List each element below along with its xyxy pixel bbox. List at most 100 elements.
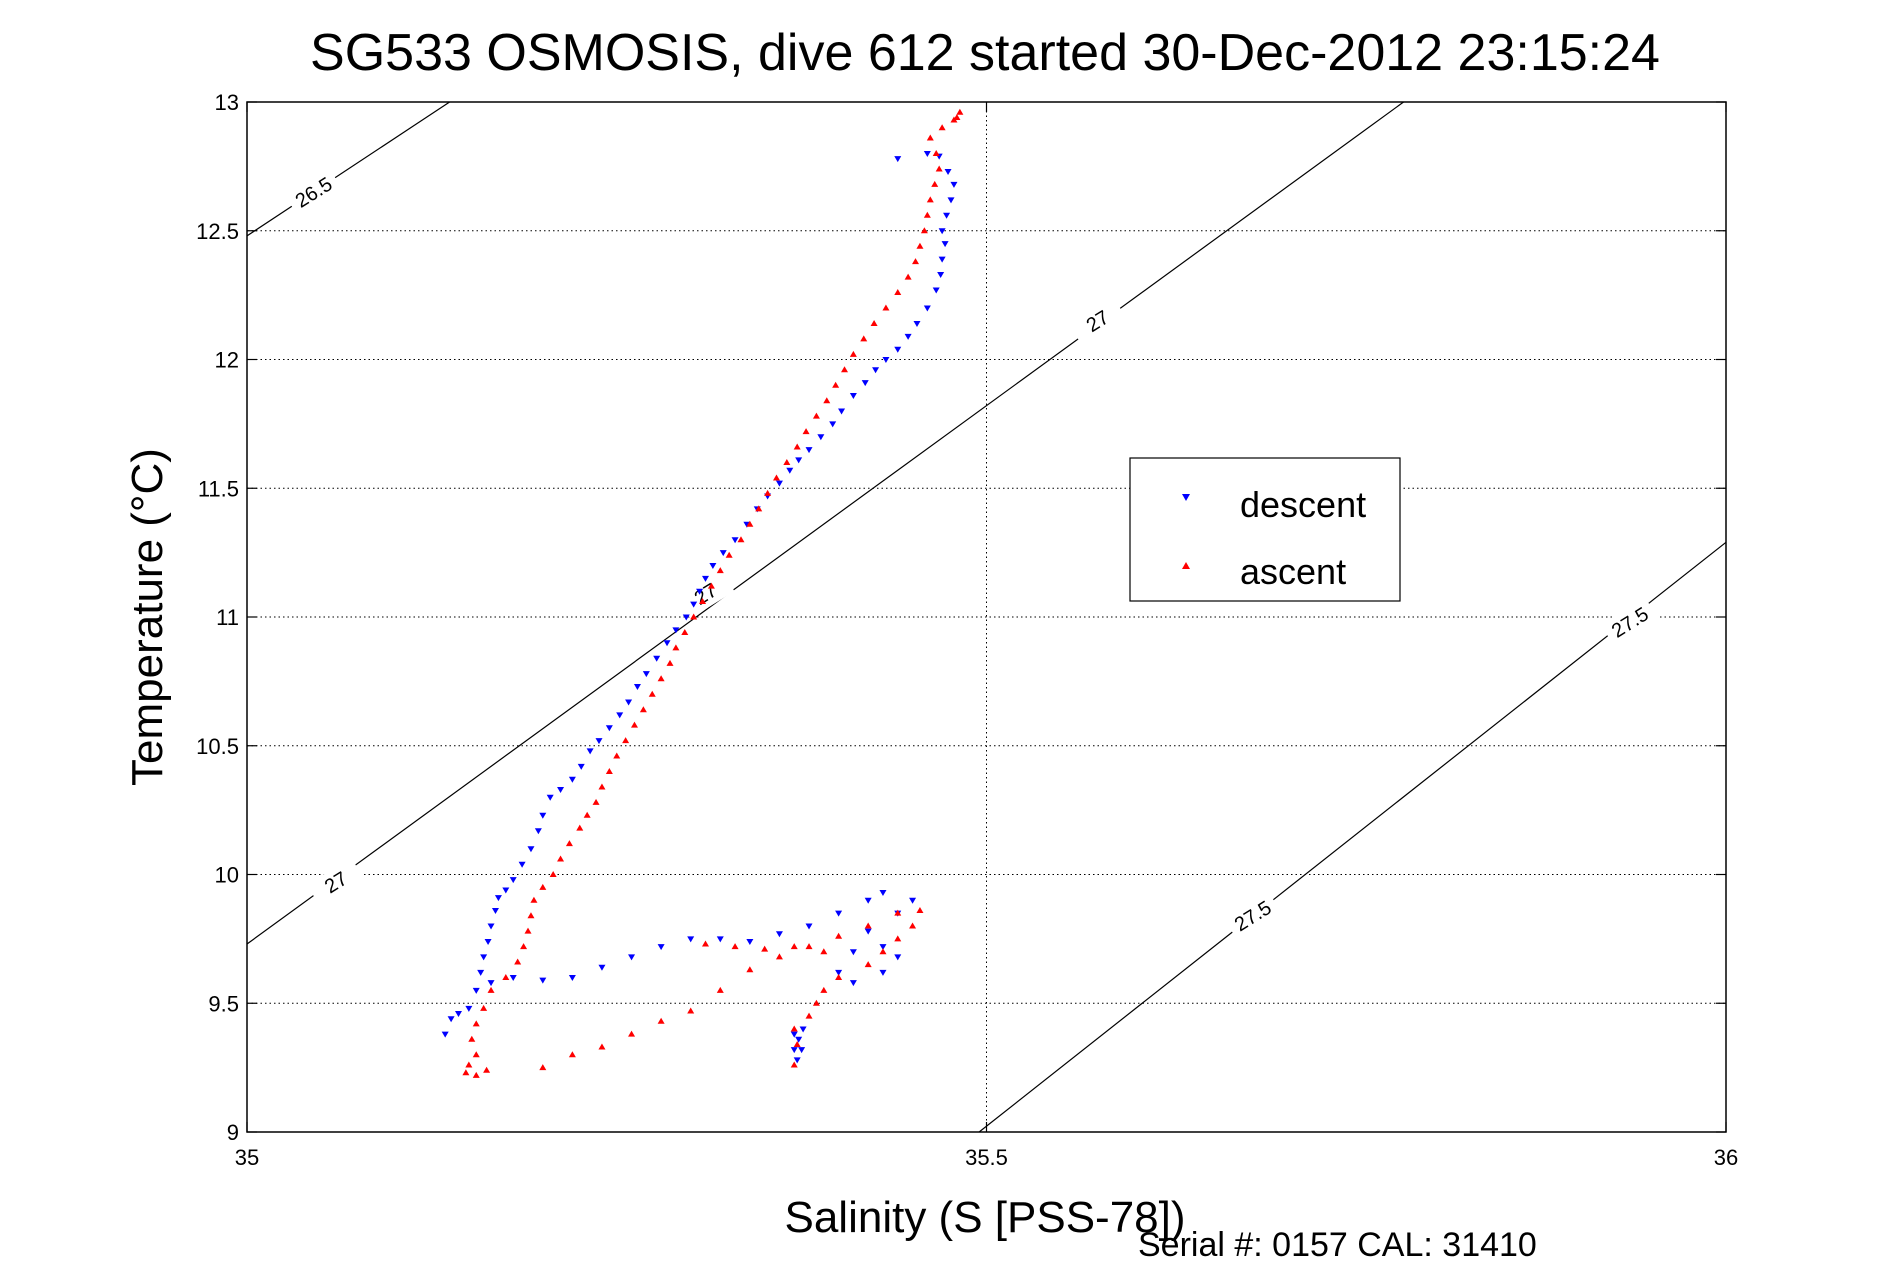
ascent-point xyxy=(549,871,557,877)
legend-descent-label: descent xyxy=(1240,484,1366,525)
y-tick-label: 9 xyxy=(227,1120,239,1145)
ascent-point xyxy=(539,883,547,890)
descent-point xyxy=(616,712,624,719)
descent-point xyxy=(872,367,880,374)
ascent-point xyxy=(761,945,769,952)
ascent-point xyxy=(514,958,522,965)
descent-point xyxy=(731,537,739,544)
descent-point xyxy=(568,776,576,783)
descent-point xyxy=(950,181,958,188)
descent-point xyxy=(568,975,576,981)
ascent-point xyxy=(864,922,872,929)
descent-point xyxy=(509,877,517,884)
x-tick-label: 35 xyxy=(235,1145,259,1170)
ascent-point xyxy=(932,150,940,156)
descent-point xyxy=(947,197,955,204)
ascent-point xyxy=(820,986,828,993)
descent-point xyxy=(932,287,940,294)
x-axis-label: Salinity (S [PSS-78]) xyxy=(784,1193,1185,1242)
ascent-point xyxy=(690,613,698,620)
descent-point xyxy=(864,897,872,904)
ascent-point xyxy=(598,1043,606,1050)
descent-point xyxy=(546,794,554,801)
ascent-point xyxy=(527,912,535,919)
descent-point xyxy=(465,1005,473,1012)
descent-point xyxy=(480,954,488,961)
descent-point xyxy=(838,408,846,415)
ascent-point xyxy=(904,273,912,280)
descent-point xyxy=(709,563,717,569)
descent-point xyxy=(937,272,945,279)
contour-label-bg xyxy=(676,569,735,619)
descent-point xyxy=(805,447,813,454)
ascent-point xyxy=(737,536,745,543)
ascent-point xyxy=(716,986,724,993)
ascent-point xyxy=(681,628,689,635)
descent-point xyxy=(923,151,931,157)
ascent-point xyxy=(520,943,528,950)
serial-footer: Serial #: 0157 CAL: 31410 xyxy=(1138,1226,1537,1262)
ascent-point xyxy=(894,909,902,916)
descent-point xyxy=(719,550,727,557)
descent-point xyxy=(790,1031,798,1038)
ascent-point xyxy=(772,474,780,481)
descent-point xyxy=(894,346,902,353)
ascent-point xyxy=(687,1007,695,1014)
descent-point xyxy=(786,467,794,474)
ascent-point xyxy=(879,948,887,955)
ascent-point xyxy=(592,798,600,805)
ascent-point xyxy=(605,768,613,774)
descent-point xyxy=(534,828,542,835)
ascent-point xyxy=(725,551,733,558)
ascent-point xyxy=(648,690,656,697)
descent-point xyxy=(904,333,912,340)
ascent-point xyxy=(860,335,868,342)
ascent-point xyxy=(835,974,843,980)
ascent-point xyxy=(849,350,857,357)
ascent-point xyxy=(956,108,964,115)
descent-point xyxy=(586,748,594,755)
ascent-point xyxy=(790,943,798,950)
ascent-point xyxy=(926,134,934,141)
ascent-point xyxy=(465,1061,473,1068)
descent-point xyxy=(477,969,485,976)
ascent-point xyxy=(530,896,538,903)
descent-point xyxy=(805,923,813,930)
descent-point xyxy=(441,1031,449,1038)
descent-point xyxy=(557,787,565,794)
legend: descent ascent xyxy=(1129,457,1401,602)
ascent-point xyxy=(657,675,665,682)
ascent-point xyxy=(483,1066,491,1073)
descent-point xyxy=(879,944,887,951)
descent-point xyxy=(799,1026,807,1033)
ascent-point xyxy=(912,258,920,265)
ascent-point xyxy=(916,242,924,249)
descent-point xyxy=(941,241,949,248)
legend-ascent-label: ascent xyxy=(1240,551,1346,592)
descent-point xyxy=(879,969,887,976)
ascent-point xyxy=(870,319,878,326)
descent-point xyxy=(598,964,606,971)
y-tick-label: 12.5 xyxy=(196,219,239,244)
descent-point xyxy=(829,421,837,428)
ascent-point xyxy=(916,907,924,914)
y-tick-label: 11 xyxy=(216,605,239,630)
descent-point xyxy=(628,954,636,961)
descent-point xyxy=(943,212,951,219)
descent-point xyxy=(894,156,902,163)
x-tick-label: 35.5 xyxy=(965,1145,1008,1170)
ascent-point xyxy=(802,428,810,435)
descent-point xyxy=(633,684,641,691)
y-axis-label: Temperature (°C) xyxy=(123,448,172,786)
descent-point xyxy=(798,1047,806,1054)
descent-point xyxy=(577,763,585,770)
axis-ticks: 35 35.5 36 9 9.5 10 10.5 11 11.5 12 12.5 13 xyxy=(196,90,1738,1170)
density-contour-27.5 xyxy=(978,541,1727,1133)
descent-point xyxy=(849,980,857,987)
ascent-point xyxy=(539,1064,547,1071)
ascent-point xyxy=(707,582,715,589)
descent-point xyxy=(494,895,502,902)
descent-point xyxy=(882,357,890,363)
ascent-point xyxy=(472,1020,480,1027)
